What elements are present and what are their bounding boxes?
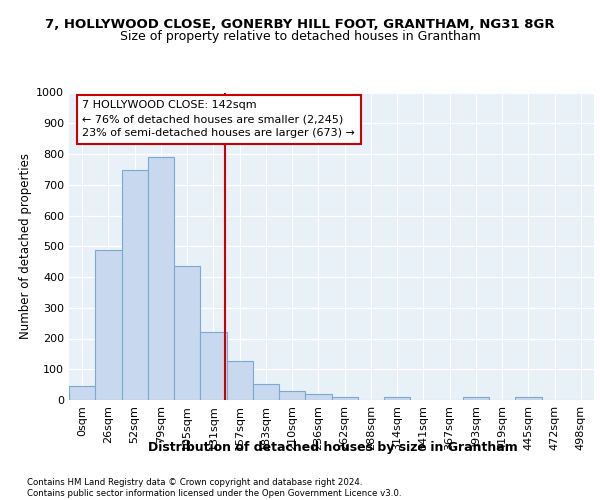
Bar: [148, 157, 174, 400]
Text: Distribution of detached houses by size in Grantham: Distribution of detached houses by size …: [148, 441, 518, 454]
Bar: [515, 396, 542, 400]
Bar: [279, 391, 305, 400]
Bar: [69, 386, 95, 400]
Bar: [95, 250, 121, 400]
Text: Size of property relative to detached houses in Grantham: Size of property relative to detached ho…: [119, 30, 481, 43]
Bar: [227, 360, 253, 400]
Bar: [331, 396, 358, 400]
Bar: [463, 397, 489, 400]
Text: 7 HOLLYWOOD CLOSE: 142sqm
← 76% of detached houses are smaller (2,245)
23% of se: 7 HOLLYWOOD CLOSE: 142sqm ← 76% of detac…: [82, 100, 355, 138]
Y-axis label: Number of detached properties: Number of detached properties: [19, 153, 32, 339]
Bar: [253, 384, 279, 400]
Bar: [121, 170, 148, 400]
Text: 7, HOLLYWOOD CLOSE, GONERBY HILL FOOT, GRANTHAM, NG31 8GR: 7, HOLLYWOOD CLOSE, GONERBY HILL FOOT, G…: [45, 18, 555, 30]
Bar: [174, 266, 200, 400]
Bar: [384, 397, 410, 400]
Bar: [200, 332, 227, 400]
Bar: [305, 394, 331, 400]
Text: Contains HM Land Registry data © Crown copyright and database right 2024.
Contai: Contains HM Land Registry data © Crown c…: [27, 478, 401, 498]
